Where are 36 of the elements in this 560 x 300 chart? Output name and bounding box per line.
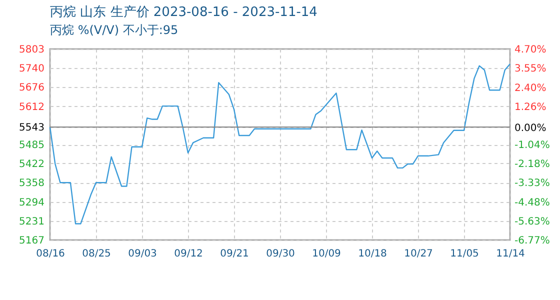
y-tick-label: 5422: [19, 158, 44, 170]
y-tick-label: 5294: [19, 197, 44, 208]
y-tick-label: 5358: [19, 178, 44, 190]
x-tick-label: 09/03: [128, 248, 157, 260]
y2-tick-label: 4.70%: [514, 44, 546, 56]
x-tick-label: 08/16: [36, 248, 65, 260]
y2-tick-label: -3.33%: [514, 178, 550, 190]
x-tick-label: 10/27: [404, 248, 433, 260]
y2-tick-label: -1.04%: [514, 140, 550, 152]
y-tick-label: 5676: [19, 82, 44, 94]
chart-title: 丙烷 山东 生产价 2023-08-16 - 2023-11-14: [50, 5, 318, 20]
y-tick-label: 5612: [19, 102, 44, 113]
y2-tick-label: -6.77%: [514, 236, 550, 246]
y-tick-label: 5231: [19, 216, 44, 228]
x-tick-label: 09/21: [220, 248, 249, 260]
y-tick-label: 5167: [19, 236, 44, 246]
x-tick-label: 11/14: [496, 248, 525, 260]
y-tick-label: 5740: [19, 63, 44, 74]
x-tick-label: 10/09: [312, 248, 341, 260]
y2-tick-label: 2.40%: [514, 82, 546, 94]
line-series: [49, 63, 511, 224]
y2-tick-label: -4.48%: [514, 197, 550, 208]
x-tick-label: 09/30: [266, 248, 295, 260]
y-tick-label: 5485: [19, 140, 44, 151]
x-tick-label: 09/12: [174, 248, 203, 260]
x-tick-label: 08/25: [82, 248, 111, 260]
y2-tick-label: 3.55%: [514, 64, 546, 75]
chart-subtitle: 丙烷 %(V/V) 不小于:95: [50, 23, 178, 37]
x-tick-label: 10/18: [358, 248, 387, 260]
y2-tick-label: 1.26%: [514, 102, 546, 113]
y2-tick-label: -2.18%: [514, 159, 550, 170]
x-tick-label: 11/05: [450, 248, 479, 260]
y-tick-label: 5543: [19, 122, 44, 134]
y2-tick-label: 0.00%: [514, 122, 546, 134]
y2-tick-label: -5.63%: [514, 216, 550, 228]
y-tick-label: 5803: [19, 44, 44, 56]
